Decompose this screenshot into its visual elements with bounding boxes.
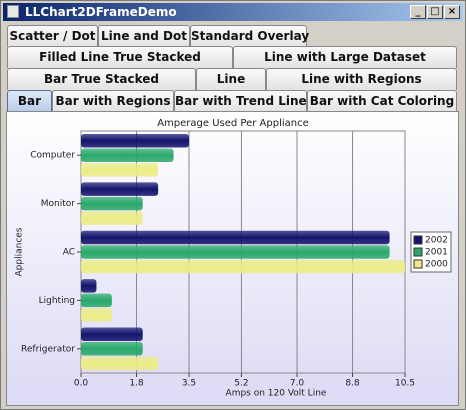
legend-swatch bbox=[413, 235, 423, 245]
bar bbox=[81, 327, 143, 342]
legend-swatch bbox=[413, 247, 423, 257]
y-axis-label: Appliances bbox=[15, 227, 25, 276]
x-tick-label: 3.5 bbox=[182, 379, 196, 389]
bar bbox=[81, 342, 143, 356]
tab[interactable]: Bar True Stacked bbox=[7, 68, 196, 90]
tab[interactable]: Bar with Cat Coloring bbox=[307, 90, 457, 112]
tab[interactable]: Line with Large Dataset bbox=[233, 46, 457, 68]
bar bbox=[81, 259, 405, 274]
tab[interactable]: Line bbox=[196, 68, 266, 90]
legend-swatch bbox=[413, 259, 423, 269]
y-tick-label: Monitor bbox=[41, 199, 76, 209]
y-tick-label: Computer bbox=[30, 151, 75, 161]
y-tick-label: Lighting bbox=[39, 296, 75, 306]
bar bbox=[81, 308, 112, 322]
bar bbox=[81, 356, 159, 371]
bar bbox=[81, 162, 159, 177]
bar bbox=[81, 279, 97, 293]
chart: Amperage Used Per Appliance Amps on 120 … bbox=[7, 112, 458, 405]
x-tick-label: 7.0 bbox=[290, 379, 305, 389]
legend-label: 2000 bbox=[425, 260, 448, 270]
y-tick-label: AC bbox=[63, 248, 75, 258]
tab[interactable]: Filled Line True Stacked bbox=[7, 46, 233, 68]
y-tick-label: Refrigerator bbox=[21, 344, 75, 354]
bar bbox=[81, 211, 143, 225]
bar bbox=[81, 182, 159, 196]
bar bbox=[81, 245, 390, 259]
x-tick-label: 8.8 bbox=[345, 379, 360, 389]
bar bbox=[81, 196, 143, 211]
legend-label: 2001 bbox=[425, 248, 448, 258]
x-tick-label: 10.5 bbox=[395, 379, 415, 389]
app-icon bbox=[7, 5, 19, 18]
tab[interactable]: Line with Regions bbox=[266, 68, 457, 90]
maximize-button[interactable]: □ bbox=[427, 5, 443, 19]
tab[interactable]: Bar with Trend Line bbox=[174, 90, 307, 112]
tab[interactable]: Scatter / Dot bbox=[7, 25, 98, 47]
chart-panel: Amperage Used Per Appliance Amps on 120 … bbox=[6, 111, 459, 406]
tab[interactable]: Standard Overlay bbox=[190, 25, 309, 47]
legend-label: 2002 bbox=[425, 236, 448, 246]
bar bbox=[81, 293, 112, 308]
chart-title: Amperage Used Per Appliance bbox=[157, 118, 309, 129]
x-tick-label: 1.8 bbox=[129, 379, 144, 389]
minimize-button[interactable]: _ bbox=[410, 5, 426, 19]
bar bbox=[81, 148, 174, 162]
bar bbox=[81, 133, 189, 148]
x-tick-label: 0.0 bbox=[74, 379, 89, 389]
title-bar: LLChart2DFrameDemo _ □ × bbox=[3, 3, 463, 21]
x-tick-label: 5.2 bbox=[234, 379, 248, 389]
x-axis-label: Amps on 120 Volt Line bbox=[226, 389, 327, 399]
tab[interactable]: Bar bbox=[7, 90, 52, 112]
tab[interactable]: Line and Dot bbox=[98, 25, 190, 47]
tab[interactable]: Bar with Regions bbox=[52, 90, 174, 112]
bar bbox=[81, 230, 390, 245]
window-title: LLChart2DFrameDemo bbox=[25, 5, 177, 19]
close-button[interactable]: × bbox=[444, 5, 460, 19]
